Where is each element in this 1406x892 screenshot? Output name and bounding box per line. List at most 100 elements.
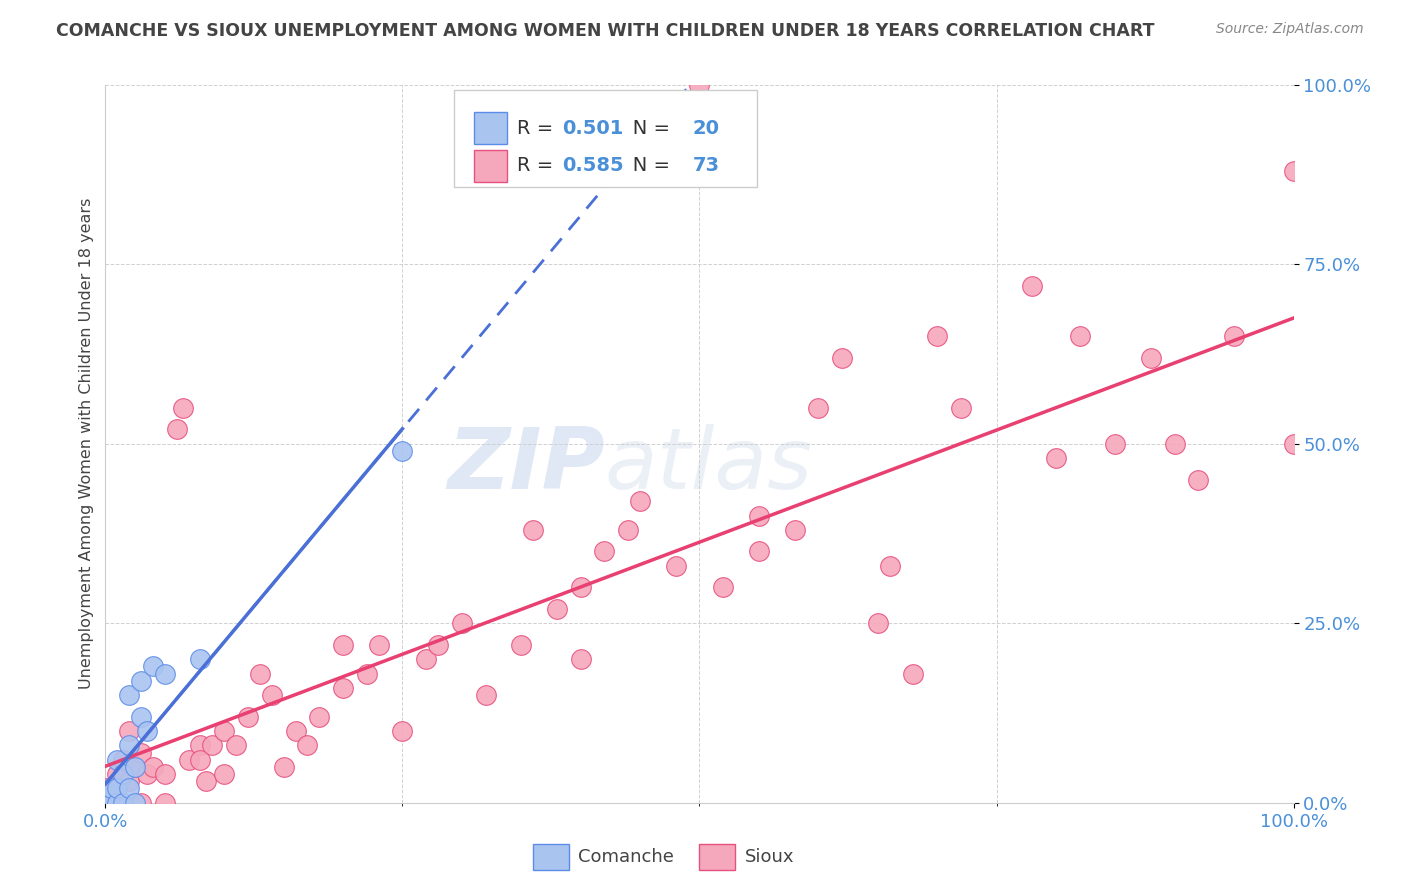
Point [105,796,128,810]
Point [124,760,146,774]
Point [129,746,152,760]
Point [748,508,770,523]
Point [1223,329,1246,343]
Point [225,739,247,753]
Point [474,688,496,702]
Point [129,796,152,810]
Point [1045,451,1067,466]
Point [142,659,165,673]
Point [783,523,806,537]
Point [367,638,389,652]
Point [665,558,688,573]
Point [118,774,141,789]
Text: 73: 73 [692,156,720,176]
Text: Source: ZipAtlas.com: Source: ZipAtlas.com [1216,22,1364,37]
Point [569,581,592,595]
Text: atlas: atlas [605,424,813,507]
Point [214,767,236,781]
Point [617,523,640,537]
Point [308,709,330,723]
Point [136,767,159,781]
Point [510,638,533,652]
Point [689,78,711,92]
Point [190,652,212,666]
Point [166,422,188,436]
Point [711,581,734,595]
FancyBboxPatch shape [454,90,756,187]
Point [356,666,378,681]
Point [450,616,472,631]
Point [118,739,141,753]
Point [172,401,194,415]
Point [1104,436,1126,450]
Point [236,709,259,723]
Point [1282,436,1305,450]
Point [105,796,128,810]
Point [129,673,152,688]
Point [118,781,141,796]
Point [190,753,212,767]
Point [118,688,141,702]
Point [190,739,212,753]
Point [297,739,319,753]
Point [105,781,128,796]
Point [112,767,135,781]
Point [949,401,972,415]
Point [153,767,176,781]
Point [142,760,165,774]
Point [112,796,135,810]
Text: N =: N = [614,156,676,176]
Point [273,760,295,774]
Point [105,767,128,781]
Point [136,724,159,739]
Point [332,638,354,652]
Point [1187,473,1209,487]
Text: 0.585: 0.585 [561,156,623,176]
Point [866,616,889,631]
Text: R =: R = [516,156,560,176]
Text: Comanche: Comanche [578,847,673,865]
Point [177,753,200,767]
Point [124,760,146,774]
Bar [474,112,508,145]
Point [391,444,413,458]
Point [831,351,853,365]
Point [94,796,117,810]
Point [284,724,307,739]
Y-axis label: Unemployment Among Women with Children Under 18 years: Unemployment Among Women with Children U… [79,198,94,690]
Point [1282,164,1305,178]
Point [546,602,568,616]
Point [1069,329,1091,343]
Text: 0.501: 0.501 [561,119,623,137]
Point [105,753,128,767]
Point [628,494,651,508]
Point [569,652,592,666]
Point [593,544,616,558]
Point [214,724,236,739]
Bar [700,844,735,870]
Point [748,544,770,558]
Point [100,789,122,803]
Point [879,558,901,573]
Text: COMANCHE VS SIOUX UNEMPLOYMENT AMONG WOMEN WITH CHILDREN UNDER 18 YEARS CORRELAT: COMANCHE VS SIOUX UNEMPLOYMENT AMONG WOM… [56,22,1154,40]
Text: Sioux: Sioux [745,847,794,865]
Point [903,666,925,681]
Point [391,724,413,739]
Point [260,688,283,702]
Text: R =: R = [516,119,560,137]
Point [1164,436,1187,450]
Point [94,781,117,796]
Point [129,709,152,723]
Text: 20: 20 [692,119,720,137]
Point [112,753,135,767]
Point [332,681,354,695]
Point [1021,278,1043,293]
Point [94,796,117,810]
Point [153,796,176,810]
Point [112,796,135,810]
Point [201,739,224,753]
Point [807,401,830,415]
Point [925,329,948,343]
Point [415,652,437,666]
Point [522,523,544,537]
